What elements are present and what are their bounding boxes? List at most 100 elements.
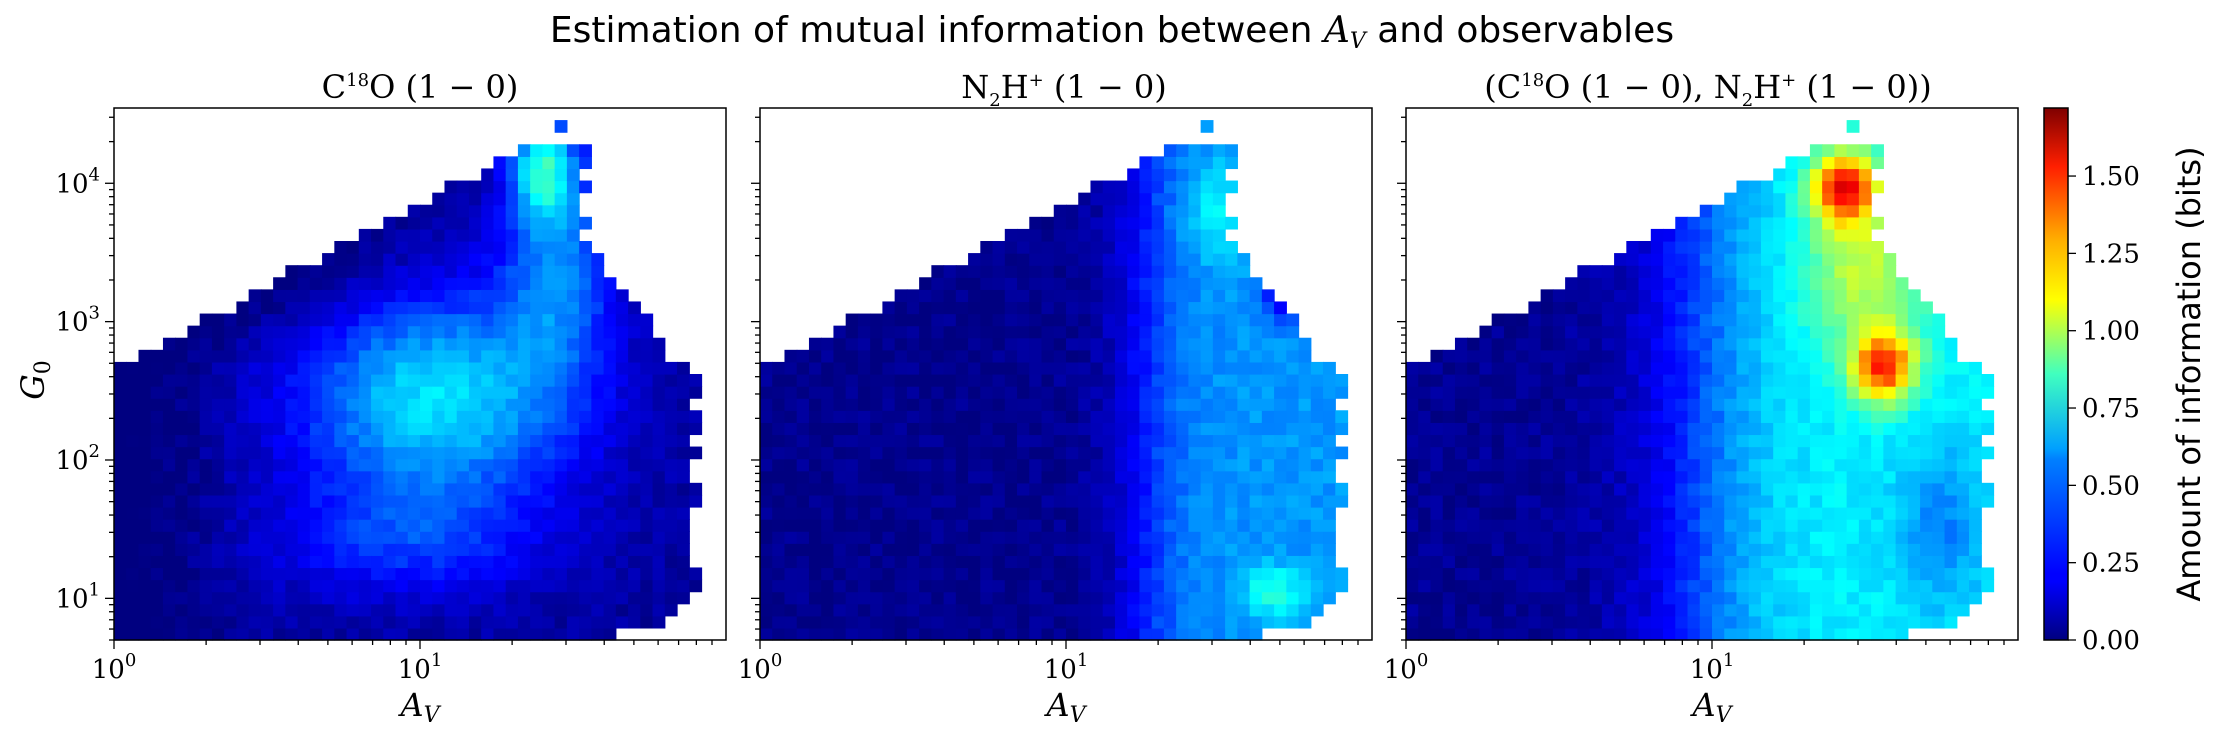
heatmap-cell [1528,313,1542,327]
heatmap-cell [1188,313,1202,327]
heatmap-cell [1029,313,1043,327]
heatmap-cell [1261,410,1275,423]
heatmap-cell [1237,627,1251,641]
heatmap-cell [1176,337,1189,351]
heatmap-cell [383,410,397,423]
heatmap-cell [566,253,580,266]
heatmap-cell [1323,579,1336,593]
heatmap-cell [1834,156,1848,170]
heatmap-cell [199,579,213,593]
heatmap-cell [260,531,274,544]
heatmap-cell [1225,470,1238,484]
heatmap-cell [224,434,237,448]
heatmap-cell [1895,494,1909,508]
heatmap-cell [821,446,835,460]
heatmap-cell [1139,337,1153,351]
heatmap-cell [420,615,433,629]
heatmap-cell [943,603,957,617]
heatmap-cell [1261,301,1275,315]
heatmap-cell [358,470,372,484]
heatmap-cell [175,627,189,641]
heatmap-cell [968,386,981,399]
heatmap-cell [1017,434,1030,448]
heatmap-cell [808,531,822,544]
heatmap-cell [1274,337,1287,351]
heatmap-cell [468,180,482,194]
heatmap-cell [1249,494,1263,508]
heatmap-cell [845,591,859,605]
heatmap-cell [931,398,945,411]
heatmap-cell [297,325,311,339]
heatmap-cell [1310,434,1324,448]
heatmap-cell [187,519,201,532]
heatmap-cell [1675,555,1689,569]
heatmap-cell [1773,216,1787,230]
heatmap-cell [371,543,384,556]
heatmap-cell [1883,313,1897,327]
heatmap-cell [1078,567,1092,581]
heatmap-cell [1017,579,1030,593]
heatmap-cell [1699,422,1713,436]
heatmap-cell [334,398,348,411]
heatmap-cell [1687,265,1701,278]
heatmap-cell [1212,579,1226,593]
heatmap-cell [1516,519,1529,532]
heatmap-cell [1724,615,1738,629]
heatmap-cell [444,204,458,218]
heatmap-cell [162,579,176,593]
heatmap-cell [456,470,470,484]
heatmap-cell [1323,555,1336,569]
heatmap-cell [285,494,299,508]
heatmap-cell [689,494,703,508]
heatmap-cell [1760,494,1774,508]
heatmap-cell [1430,519,1444,532]
heatmap-cell [334,374,348,387]
heatmap-cell [1797,615,1811,629]
heatmap-cell [1663,277,1676,290]
heatmap-cell [772,579,786,593]
heatmap-cell [162,627,176,641]
heatmap-cell [1675,265,1689,278]
heatmap-cell [882,434,896,448]
heatmap-cell [1188,361,1202,375]
heatmap-cell [906,531,920,544]
heatmap-cell [1712,615,1725,629]
heatmap-cell [1212,313,1226,327]
heatmap-cell [1834,446,1848,460]
heatmap-cell [468,591,482,605]
heatmap-cell [285,482,299,496]
heatmap-cell [273,337,286,351]
heatmap-cell [1626,446,1640,460]
heatmap-cell [796,446,810,460]
heatmap-cell [1932,398,1946,411]
heatmap-cell [1442,494,1456,508]
heatmap-cell [138,494,152,508]
heatmap-cell [796,603,810,617]
heatmap-cell [931,615,945,629]
heatmap-cell [628,519,641,532]
heatmap-cell [664,555,678,569]
heatmap-cell [309,301,323,315]
heatmap-cell [517,204,531,218]
heatmap-cell [1626,458,1640,472]
heatmap-cell [1516,555,1529,569]
heatmap-cell [1809,180,1823,194]
heatmap-cell [1479,458,1493,472]
heatmap-cell [615,482,629,496]
heatmap-cell [334,591,348,605]
heatmap-cell [677,531,690,544]
heatmap-cell [542,192,556,206]
heatmap-cell [845,627,859,641]
heatmap-cell [260,398,274,411]
heatmap-cell [1212,374,1226,387]
heatmap-cell [1540,325,1554,339]
heatmap-cell [664,591,678,605]
heatmap-cell [1212,168,1226,182]
heatmap-cell [468,519,482,532]
heatmap-cell [407,567,421,581]
heatmap-cell [1834,349,1848,363]
heatmap-cell [1237,470,1251,484]
heatmap-cell [1675,410,1689,423]
heatmap-cell [1797,507,1811,520]
heatmap-cell [664,470,678,484]
